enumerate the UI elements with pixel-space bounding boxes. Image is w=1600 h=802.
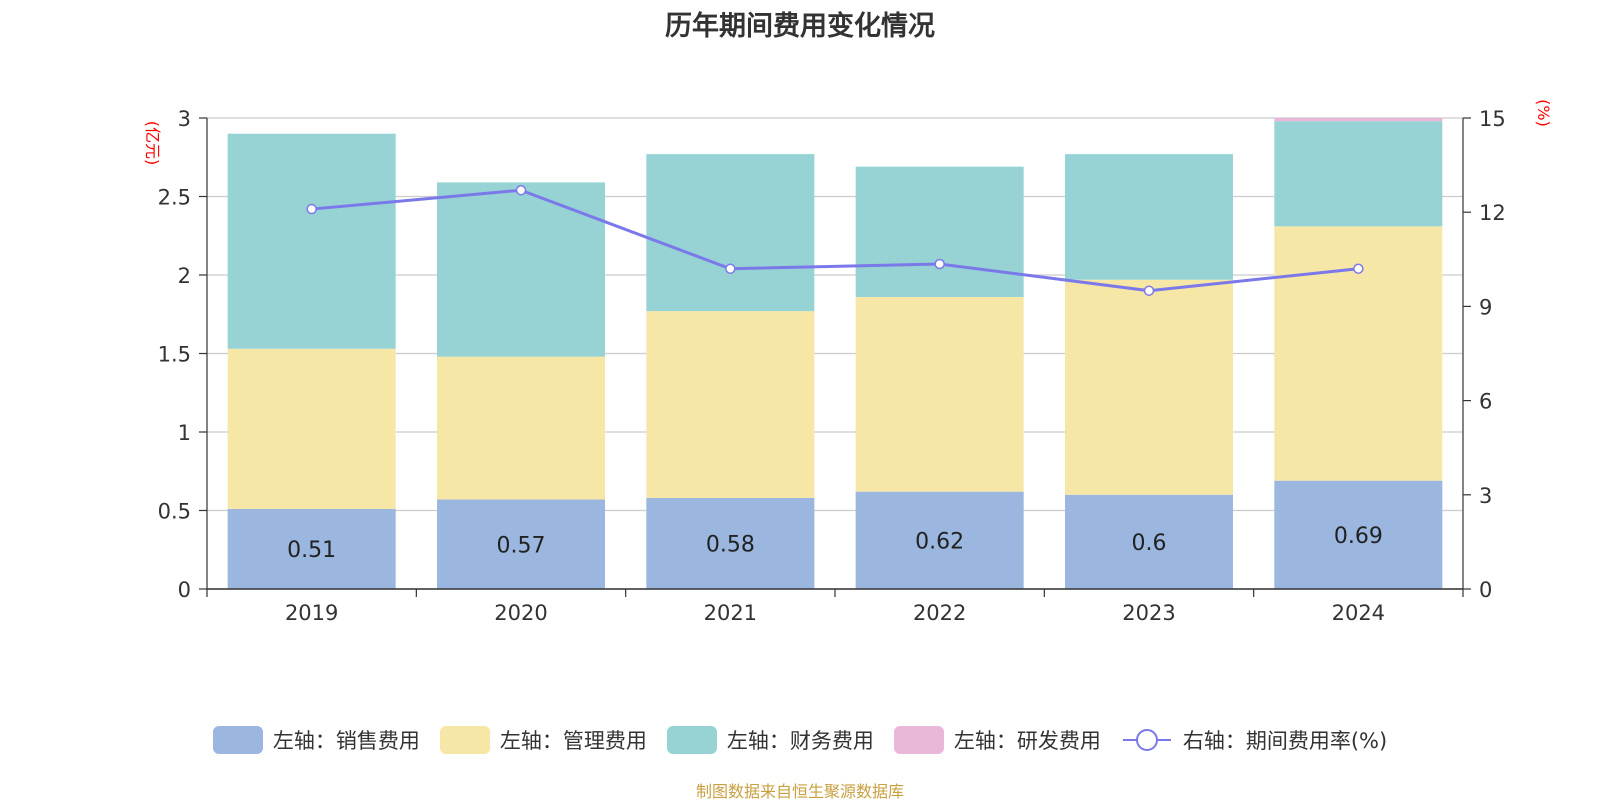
left-tick-label: 3 [178, 107, 191, 131]
legend-item[interactable]: 左轴：销售费用 [212, 725, 420, 755]
x-tick-label: 2023 [1122, 601, 1175, 625]
rate-point [1143, 285, 1155, 296]
bar-segment [1274, 480, 1443, 589]
legend-label: 右轴：期间费用率(%) [1182, 729, 1388, 753]
x-tick-label: 2024 [1332, 601, 1385, 625]
rate-point [725, 263, 736, 274]
bar-segment [855, 166, 1024, 297]
left-axis-unit: (亿元) [143, 121, 162, 166]
rate-line [311, 188, 1359, 293]
legend-line-marker-icon [1122, 729, 1171, 751]
x-tick-label: 2022 [913, 601, 966, 625]
rate-point [515, 184, 527, 196]
right-tick-label: 3 [1479, 484, 1492, 508]
legend-swatch [439, 726, 490, 754]
legend-label: 左轴：研发费用 [953, 729, 1101, 753]
bar-segment [227, 348, 396, 509]
chart-title: 历年期间费用变化情况 [665, 11, 935, 42]
legend-swatch [893, 726, 944, 754]
bar-segment [855, 491, 1024, 589]
bar-segment [437, 499, 605, 589]
right-axis-unit: (%) [1534, 99, 1553, 127]
bar-segment [855, 296, 1024, 492]
legend-swatch [666, 726, 717, 754]
bar-segment [227, 508, 396, 589]
left-tick-label: 2 [178, 264, 191, 288]
rate-point [306, 203, 317, 215]
bar-segment [646, 311, 815, 498]
legend: 左轴：销售费用 左轴：管理费用 左轴：财务费用 左轴：研发费用 右轴：期间费用率(%) [0, 720, 1600, 760]
bar-value-label: 0.58 [706, 532, 755, 557]
legend-label: 左轴：管理费用 [499, 729, 647, 753]
bar-segment [1274, 121, 1443, 227]
right-tick-label: 15 [1479, 107, 1506, 131]
bar-value-label: 0.51 [287, 538, 336, 563]
rate-point [1353, 263, 1364, 274]
legend-item[interactable]: 左轴：研发费用 [893, 725, 1101, 755]
left-tick-label: 1 [178, 421, 191, 445]
legend-item[interactable]: 左轴：管理费用 [439, 725, 647, 755]
bar-segment [437, 356, 605, 500]
rate-line-series [306, 184, 1364, 296]
bar-segment [646, 497, 815, 589]
bar-value-label: 0.69 [1334, 524, 1383, 549]
left-tick-label: 0 [178, 578, 191, 602]
legend-label: 左轴：销售费用 [272, 729, 420, 753]
x-tick-label: 2019 [285, 601, 338, 625]
bar-segment [1065, 154, 1233, 280]
bar-value-label: 0.6 [1132, 531, 1167, 556]
legend-item[interactable]: 右轴：期间费用率(%) [1121, 725, 1387, 755]
bar-segment [437, 182, 605, 357]
bar-segment [646, 154, 815, 312]
bar-segment [227, 133, 396, 349]
right-tick-label: 9 [1479, 295, 1492, 319]
bar-segment [1065, 279, 1233, 495]
bar-stacks [227, 118, 1443, 589]
source-note: 制图数据来自恒生聚源数据库 [695, 782, 904, 801]
bar-segment [1065, 494, 1233, 589]
legend-label: 左轴：财务费用 [726, 729, 874, 753]
x-tick-label: 2020 [494, 601, 547, 625]
bar-value-label: 0.57 [497, 533, 546, 558]
legend-item[interactable]: 左轴：财务费用 [666, 725, 874, 755]
rate-point [934, 258, 945, 270]
legend-swatch [212, 726, 263, 754]
right-tick-label: 0 [1479, 578, 1492, 602]
right-tick-label: 12 [1479, 201, 1506, 225]
bar-value-label: 0.62 [915, 529, 964, 554]
x-tick-label: 2021 [704, 601, 757, 625]
left-tick-label: 0.5 [158, 500, 191, 524]
data-labels: 0.51 0.57 0.58 0.62 0.6 0.69 [287, 524, 1383, 563]
left-tick-label: 2.5 [158, 186, 191, 210]
bar-segment [1274, 118, 1443, 122]
left-tick-label: 1.5 [158, 343, 191, 367]
right-tick-label: 6 [1479, 390, 1492, 414]
